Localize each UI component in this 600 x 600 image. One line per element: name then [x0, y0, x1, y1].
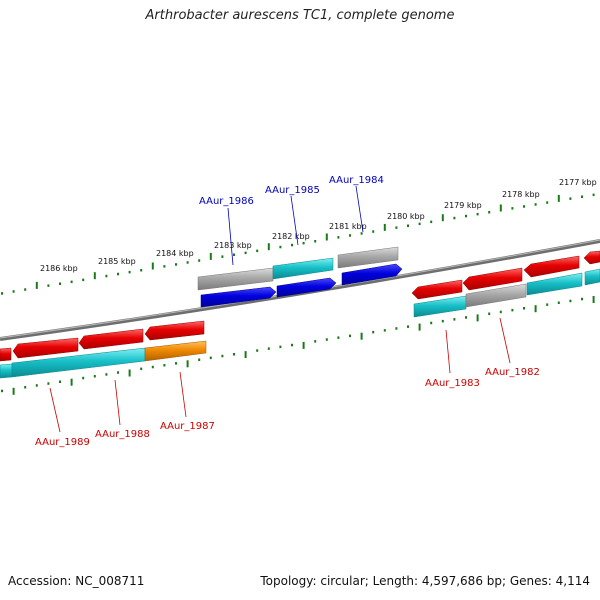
gene-label[interactable]: AAur_1989 [35, 437, 90, 448]
genome-summary-text: Topology: circular; Length: 4,597,686 bp… [260, 574, 590, 588]
gene-feature-blue[interactable] [341, 263, 403, 286]
gene-feature-red[interactable] [78, 328, 144, 350]
gene-feature-red[interactable] [462, 267, 523, 291]
gene-feature-cyan[interactable] [584, 268, 600, 286]
gene-label[interactable]: AAur_1985 [265, 185, 320, 196]
gene-feature-blue[interactable] [276, 277, 337, 298]
scale-label: 2185 kbp [98, 257, 136, 266]
scale-label: 2182 kbp [272, 232, 310, 241]
gene-feature-blue[interactable] [200, 286, 277, 308]
gene-labels-top: AAur_1986 AAur_1985 AAur_1984 [199, 175, 384, 207]
gene-label[interactable]: AAur_1987 [160, 421, 215, 432]
gene-feature-orange[interactable] [144, 340, 207, 362]
forward-genes-right [413, 268, 600, 318]
reverse-genes-left [0, 320, 205, 362]
label-leaders-top [227, 185, 364, 266]
gene-label[interactable]: AAur_1986 [199, 196, 254, 207]
gene-feature-cyan[interactable] [526, 272, 583, 296]
scale-label: 2181 kbp [329, 222, 367, 231]
scale-ticks-lower [1, 296, 595, 395]
forward-genes-upper [197, 246, 399, 291]
gene-feature-red[interactable] [144, 320, 205, 341]
reverse-genes-upper [200, 263, 403, 308]
gene-feature-red[interactable] [0, 347, 12, 362]
map-title: Arthrobacter aurescens TC1, complete gen… [145, 8, 455, 23]
gene-feature-cyan[interactable] [0, 363, 13, 379]
scale-label: 2183 kbp [214, 241, 252, 250]
scale-label: 2180 kbp [387, 212, 425, 221]
scale-label: 2177 kbp [559, 178, 597, 187]
scale-label: 2186 kbp [40, 264, 78, 273]
gene-label[interactable]: AAur_1984 [329, 175, 384, 186]
gene-label[interactable]: AAur_1982 [485, 367, 540, 378]
scale-label: 2178 kbp [502, 190, 540, 199]
gene-labels-bottom: AAur_1989 AAur_1988 AAur_1987 AAur_1983 … [35, 367, 540, 448]
gene-feature-cyan[interactable] [413, 295, 467, 318]
scale-label: 2179 kbp [444, 201, 482, 210]
forward-genes-left [0, 340, 207, 379]
scale-labels: 2186 kbp 2185 kbp 2184 kbp 2183 kbp 2182… [40, 178, 597, 273]
scale-label: 2184 kbp [156, 249, 194, 258]
gene-label[interactable]: AAur_1988 [95, 429, 150, 440]
gene-feature-red[interactable] [411, 279, 463, 300]
scale-ticks-upper [1, 193, 595, 295]
label-leaders-bottom [49, 317, 511, 433]
gene-feature-grey[interactable] [197, 267, 274, 291]
gene-label[interactable]: AAur_1983 [425, 378, 480, 389]
gene-feature-cyan[interactable] [272, 257, 334, 280]
accession-text: Accession: NC_008711 [8, 574, 145, 588]
gene-feature-grey[interactable] [337, 246, 399, 269]
gene-feature-red[interactable] [12, 337, 79, 359]
gene-feature-red[interactable] [523, 255, 580, 278]
gene-feature-grey[interactable] [465, 283, 527, 308]
gene-feature-red[interactable] [583, 250, 600, 265]
reverse-genes-right [411, 250, 600, 300]
